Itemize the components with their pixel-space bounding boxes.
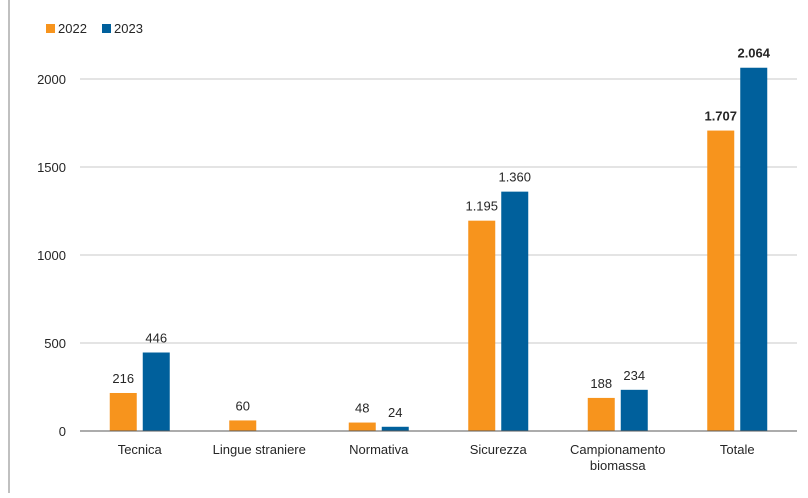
value-label: 48 bbox=[355, 401, 369, 416]
y-tick-label: 0 bbox=[59, 424, 66, 439]
x-tick-label-line: Campionamento bbox=[570, 442, 665, 457]
x-tick-label: Sicurezza bbox=[470, 442, 528, 457]
bar-2022 bbox=[468, 220, 496, 431]
x-tick-label: Normativa bbox=[349, 442, 409, 457]
value-label: 2.064 bbox=[737, 46, 770, 61]
x-tick-label-line: Normativa bbox=[349, 442, 409, 457]
y-tick-label: 1000 bbox=[37, 248, 66, 263]
x-tick-label: Totale bbox=[720, 442, 755, 457]
legend-label: 2023 bbox=[114, 21, 143, 36]
gridlines bbox=[80, 78, 797, 344]
bar-2023 bbox=[501, 191, 529, 431]
y-tick-label: 2000 bbox=[37, 72, 66, 87]
x-tick-label: Campionamento biomassa bbox=[570, 442, 665, 473]
y-tick-label: 500 bbox=[44, 336, 66, 351]
legend: 2022 2023 bbox=[46, 21, 143, 36]
x-tick-label-line: biomassa bbox=[590, 458, 646, 473]
y-axis-tick-labels: 0 500 1000 1500 2000 bbox=[37, 72, 66, 439]
value-label: 188 bbox=[590, 376, 612, 391]
bar-2022 bbox=[348, 422, 376, 431]
legend-swatch-2022 bbox=[46, 24, 55, 33]
legend-label: 2022 bbox=[58, 21, 87, 36]
legend-swatch-2023 bbox=[102, 24, 111, 33]
x-axis-tick-labels: Tecnica Lingue straniere Normativa Sicurezz… bbox=[118, 442, 755, 473]
value-label: 60 bbox=[236, 398, 250, 413]
x-tick-label-line: Tecnica bbox=[118, 442, 163, 457]
x-tick-label: Lingue straniere bbox=[213, 442, 306, 457]
value-label: 446 bbox=[145, 331, 167, 346]
bar-2023 bbox=[381, 426, 409, 431]
bar-2023 bbox=[620, 389, 648, 431]
value-label: 1.360 bbox=[498, 170, 531, 185]
value-label: 1.195 bbox=[465, 199, 498, 214]
value-label: 24 bbox=[388, 405, 402, 420]
bar-2022 bbox=[229, 420, 257, 431]
x-tick-label-line: Totale bbox=[720, 442, 755, 457]
y-tick-label: 1500 bbox=[37, 160, 66, 175]
bars bbox=[109, 67, 768, 432]
bar-2023 bbox=[740, 67, 768, 432]
bar-2023 bbox=[142, 352, 170, 431]
bar-2022 bbox=[707, 130, 735, 431]
bar-2022 bbox=[109, 392, 137, 431]
x-tick-label: Tecnica bbox=[118, 442, 163, 457]
bar-2022 bbox=[587, 397, 615, 431]
value-label: 216 bbox=[112, 371, 134, 386]
x-tick-label-line: Lingue straniere bbox=[213, 442, 306, 457]
value-label: 1.707 bbox=[704, 109, 737, 124]
value-label: 234 bbox=[623, 368, 645, 383]
x-tick-label-line: Sicurezza bbox=[470, 442, 528, 457]
